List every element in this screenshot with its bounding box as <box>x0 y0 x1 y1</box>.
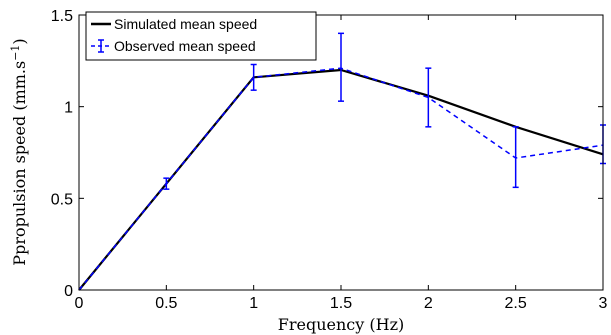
x-tick-label: 0.5 <box>155 295 177 312</box>
series-layer <box>78 32 606 291</box>
y-axis-label-exponent: −1 <box>9 45 22 61</box>
y-axis-label-main: Ppropulsion speed (mm.s <box>10 61 29 266</box>
legend-label-simulated: Simulated mean speed <box>114 16 257 32</box>
x-tick-label: 1 <box>249 295 258 312</box>
y-axis-label: Ppropulsion speed (mm.s−1) <box>9 38 29 265</box>
x-tick-label: 1.5 <box>330 295 352 312</box>
x-tick-label: 2 <box>424 295 433 312</box>
legend-box <box>85 11 317 61</box>
y-axis-label-close: ) <box>10 38 29 44</box>
ticks-layer: 0 0.5 1 1.5 2 2.5 3 0 0.5 1 1.5 <box>51 8 608 312</box>
y-tick-label: 0.5 <box>51 191 73 208</box>
y-tick-label: 1.5 <box>51 8 73 25</box>
legend: Simulated mean speed Observed mean speed <box>85 11 317 61</box>
x-tick-label: 2.5 <box>505 295 527 312</box>
legend-label-observed: Observed mean speed <box>114 38 256 54</box>
x-tick-label: 3 <box>599 295 608 312</box>
x-tick-label: 0 <box>75 295 84 312</box>
x-axis-label: Frequency (Hz) <box>278 315 405 334</box>
y-tick-label: 0 <box>64 283 73 300</box>
y-tick-label: 1 <box>64 100 73 117</box>
